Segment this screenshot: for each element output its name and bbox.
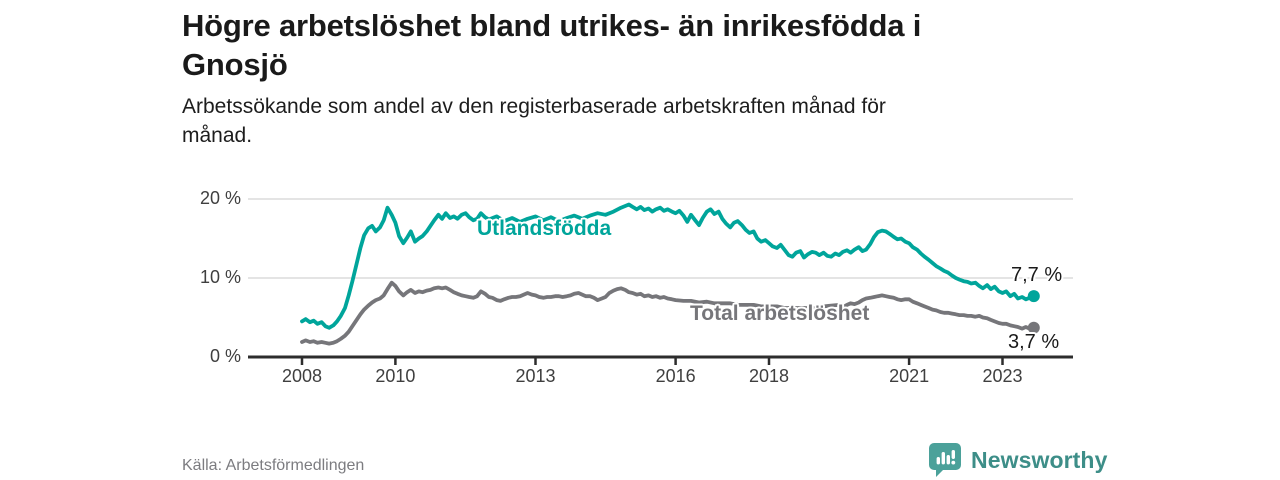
series-label-utlandsfodda: Utlandsfödda (477, 217, 612, 240)
newsworthy-icon (929, 443, 961, 477)
y-tick-label-0: 0 % (209, 346, 241, 366)
page-subtitle: Arbetssökande som andel av den registerb… (182, 95, 886, 147)
newsworthy-wordmark: Newsworthy (971, 446, 1108, 473)
x-tick-label-2021: 2021 (889, 366, 930, 386)
page-title: Högre arbetslöshet bland utrikes- än inr… (182, 8, 922, 82)
series-line-1 (300, 280, 1036, 346)
newsworthy-logo: Newsworthy (928, 442, 1107, 478)
x-tick-label-2008: 2008 (281, 366, 323, 386)
series-end-dot-0 (1027, 290, 1040, 303)
source-note: Källa: Arbetsförmedlingen (182, 457, 365, 474)
x-tick-label-2023: 2023 (982, 366, 1023, 386)
x-tick-label-2010: 2010 (375, 366, 416, 386)
x-tick-label-2016: 2016 (655, 366, 696, 386)
end-value-utlandsfodda: 7,7 % (1011, 264, 1063, 286)
x-tick-label-2018: 2018 (748, 366, 790, 386)
end-value-total-arbetsloshet: 3,7 % (1008, 331, 1060, 353)
y-tick-label-20: 20 % (199, 188, 241, 208)
series-label-total-arbetsloshet: Total arbetslöshet (690, 302, 870, 325)
y-tick-label-10: 10 % (199, 267, 241, 287)
x-tick-label-2013: 2013 (515, 366, 556, 386)
series-line-0 (300, 202, 1036, 330)
bar-chart-glyph (936, 450, 956, 465)
